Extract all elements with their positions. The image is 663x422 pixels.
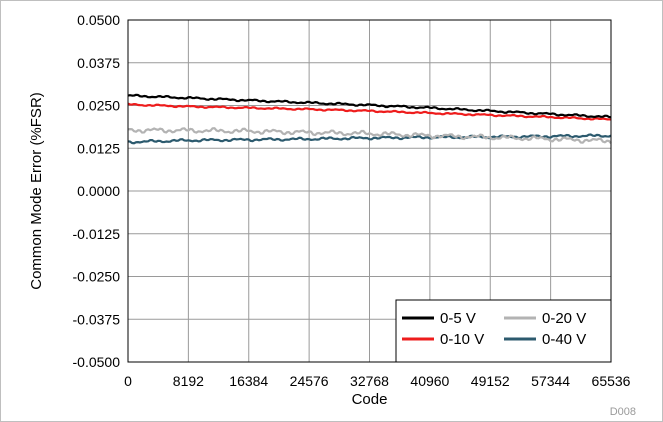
- x-axis-title: Code: [352, 391, 388, 408]
- y-tick-label: 0.0250: [77, 98, 120, 114]
- x-tick-label: 16384: [229, 373, 268, 389]
- x-tick-label: 24576: [290, 373, 329, 389]
- x-tick-label: 8192: [173, 373, 204, 389]
- legend-label-0-20v: 0-20 V: [542, 310, 586, 327]
- series-line-0-40v: [127, 133, 612, 145]
- x-tick-label: 40960: [410, 373, 449, 389]
- x-tick-label: 49152: [471, 373, 510, 389]
- legend-label-0-10v: 0-10 V: [440, 331, 484, 348]
- y-tick-label: 0.0500: [77, 12, 120, 28]
- tick-labels: 0 8192 16384 24576 32768 40960 49152 57344 65536…: [73, 12, 631, 389]
- series-line-0-20v: [127, 127, 612, 144]
- legend-label-0-40v: 0-40 V: [542, 331, 586, 348]
- x-tick-label: 32768: [350, 373, 389, 389]
- y-tick-label: -0.0125: [73, 226, 121, 242]
- legend-box: [395, 299, 612, 363]
- legend: 0-5 V 0-10 V 0-20 V 0-40 V: [395, 299, 612, 363]
- y-tick-label: -0.0500: [73, 354, 121, 370]
- y-axis-title: Common Mode Error (%FSR): [28, 92, 45, 290]
- series-layer: [127, 93, 612, 145]
- series-line-0-10v: [127, 102, 612, 121]
- x-tick-label: 0: [124, 373, 132, 389]
- x-tick-label: 57344: [531, 373, 570, 389]
- y-tick-label: -0.0250: [73, 269, 121, 285]
- y-tick-label: 0.0125: [77, 140, 120, 156]
- legend-label-0-5v: 0-5 V: [440, 310, 476, 327]
- y-tick-label: -0.0375: [73, 311, 121, 327]
- x-tick-label: 65536: [592, 373, 631, 389]
- plot-area-frame: [127, 19, 612, 363]
- y-tick-label: 0.0375: [77, 55, 120, 71]
- figure-id: D008: [610, 406, 636, 418]
- y-tick-label: 0.0000: [77, 183, 120, 199]
- series-line-0-5v: [127, 93, 612, 119]
